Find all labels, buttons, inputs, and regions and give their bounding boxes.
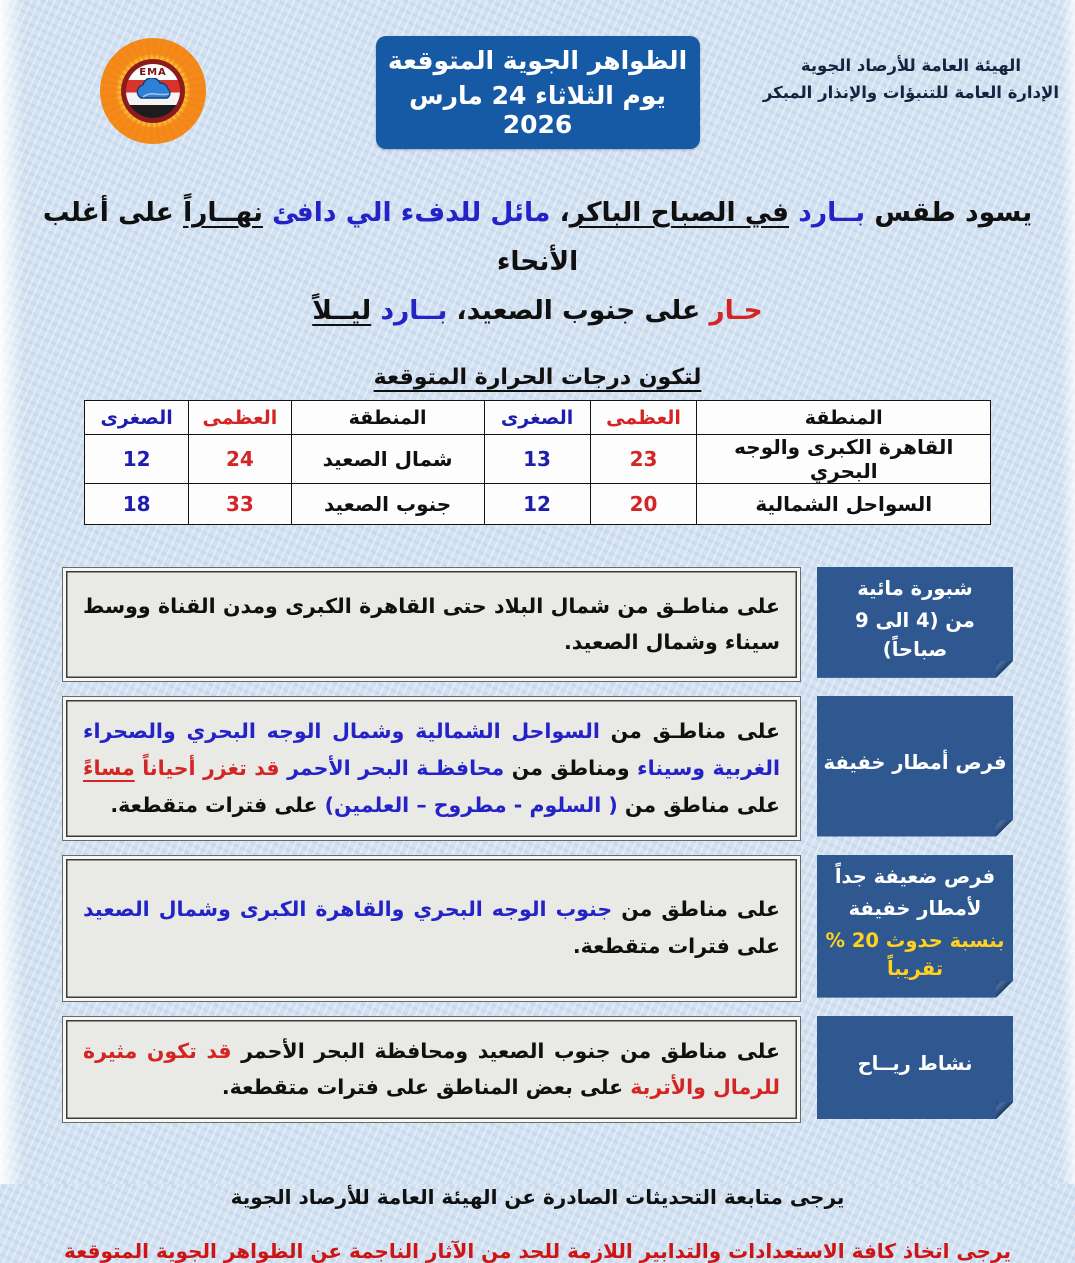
label-line: لأمطار خفيفة <box>848 896 982 920</box>
phenomena-section: شبورة مائية من (4 الى 9 صباحاً) على مناط… <box>62 567 1013 1124</box>
summary-line-2: حـار على جنوب الصعيد، بــارد ليــلاً <box>312 295 763 327</box>
min-temp-cell: 12 <box>83 434 190 485</box>
header-region2: المنطقة <box>290 400 485 436</box>
weak-rain-text: على مناطق من جنوب الوجه البحري والقاهرة … <box>83 897 780 959</box>
temperature-table-title: لتكون درجات الحرارة المتوقعة <box>373 365 702 391</box>
wind-label: نشاط ريــاح <box>817 1016 1013 1120</box>
page-edge-highlight <box>0 0 24 1184</box>
rain-label: فرص أمطار خفيفة <box>817 696 1013 837</box>
page-edge-highlight <box>1061 0 1075 1184</box>
header-min: الصغرى <box>483 400 591 436</box>
cloud-icon <box>136 78 171 99</box>
wind-content: على مناطق من جنوب الصعيد ومحافظة البحر ا… <box>62 1015 801 1124</box>
max-temp-cell: 24 <box>188 434 292 485</box>
logo-ema-text: EMA <box>139 67 167 78</box>
header-max2: العظمى <box>188 400 292 436</box>
label-line: من (4 الى 9 صباحاً) <box>855 609 975 661</box>
bulletin-date: يوم الثلاثاء 24 مارس 2026 <box>409 81 666 139</box>
label-line: فرص أمطار خفيفة <box>823 751 1007 775</box>
rain-text: على مناطـق من السواحل الشمالية وشمال الو… <box>83 718 781 817</box>
footer-note: يرجى متابعة التحديثات الصادرة عن الهيئة … <box>230 1185 845 1210</box>
wind-text: على مناطق من جنوب الصعيد ومحافظة البحر ا… <box>83 1038 780 1100</box>
min-temp-cell: 13 <box>483 434 591 485</box>
header-max: العظمى <box>589 400 698 436</box>
phenomenon-row-wind: نشاط ريــاح على مناطق من جنوب الصعيد ومح… <box>62 1015 1013 1124</box>
logo-ring: EMA <box>121 59 185 123</box>
header-region: المنطقة <box>696 400 991 436</box>
temperature-table: المنطقة العظمى الصغرى المنطقة العظمى الص… <box>83 400 991 526</box>
region-cell: شمال الصعيد <box>290 434 485 485</box>
label-line: فرص ضعيفة جداً <box>834 864 996 888</box>
footer-warning: يرجى اتخاذ كافة الاستعدادات والتدابير ال… <box>63 1239 1012 1263</box>
table-row: القاهرة الكبرى والوجه البحري 23 13 شمال … <box>83 434 991 485</box>
weak-rain-content: على مناطق من جنوب الوجه البحري والقاهرة … <box>62 854 801 1002</box>
max-temp-cell: 23 <box>589 434 698 485</box>
department-name: الإدارة العامة للتنبؤات والإنذار المبكر <box>762 83 1059 103</box>
title-box: الظواهر الجوية المتوقعة يوم الثلاثاء 24 … <box>375 36 700 149</box>
region-cell: القاهرة الكبرى والوجه البحري <box>696 434 991 485</box>
fog-text: على مناطـق من شمال البلاد حتى القاهرة ال… <box>83 593 780 655</box>
weak-rain-label: فرص ضعيفة جداً لأمطار خفيفة بنسبة حدوث 2… <box>817 855 1013 998</box>
phenomenon-row-rain: فرص أمطار خفيفة على مناطـق من السواحل ال… <box>62 695 1013 841</box>
header: EMA الظواهر الجوية المتوقعة يوم الثلاثاء… <box>0 0 1075 168</box>
bulletin-title: الظواهر الجوية المتوقعة <box>387 46 688 75</box>
table-header-row: المنطقة العظمى الصغرى المنطقة العظمى الص… <box>83 400 991 436</box>
logo-flag: EMA <box>126 64 180 118</box>
label-line-probability: بنسبة حدوث 20 % تقريباً <box>825 929 1005 981</box>
label-line: شبورة مائية <box>857 577 973 601</box>
agency-block: الهيئة العامة للأرصاد الجوية الإدارة الع… <box>763 52 1059 106</box>
min-temp-cell: 12 <box>483 483 591 526</box>
forecast-summary: يسود طقس بــارد في الصباح الباكر، مائل ل… <box>0 188 1075 335</box>
footer: يرجى متابعة التحديثات الصادرة عن الهيئة … <box>0 1185 1075 1263</box>
agency-name: الهيئة العامة للأرصاد الجوية <box>800 56 1021 75</box>
region-cell: جنوب الصعيد <box>290 483 485 526</box>
rain-content: على مناطـق من السواحل الشمالية وشمال الو… <box>62 695 801 841</box>
fog-label: شبورة مائية من (4 الى 9 صباحاً) <box>817 567 1013 678</box>
table-row: السواحل الشمالية 20 12 جنوب الصعيد 33 18 <box>83 483 991 526</box>
max-temp-cell: 20 <box>589 483 698 526</box>
header-min2: الصغرى <box>83 400 190 436</box>
phenomenon-row-weak-rain: فرص ضعيفة جداً لأمطار خفيفة بنسبة حدوث 2… <box>62 854 1013 1002</box>
ema-logo: EMA <box>100 38 206 144</box>
max-temp-cell: 33 <box>188 483 292 526</box>
min-temp-cell: 18 <box>83 483 190 526</box>
phenomenon-row-fog: شبورة مائية من (4 الى 9 صباحاً) على مناط… <box>62 567 1013 682</box>
fog-content: على مناطـق من شمال البلاد حتى القاهرة ال… <box>62 567 801 682</box>
region-cell: السواحل الشمالية <box>696 483 991 526</box>
label-line: نشاط ريــاح <box>857 1052 973 1076</box>
summary-line-1: يسود طقس بــارد في الصباح الباكر، مائل ل… <box>42 197 1033 278</box>
